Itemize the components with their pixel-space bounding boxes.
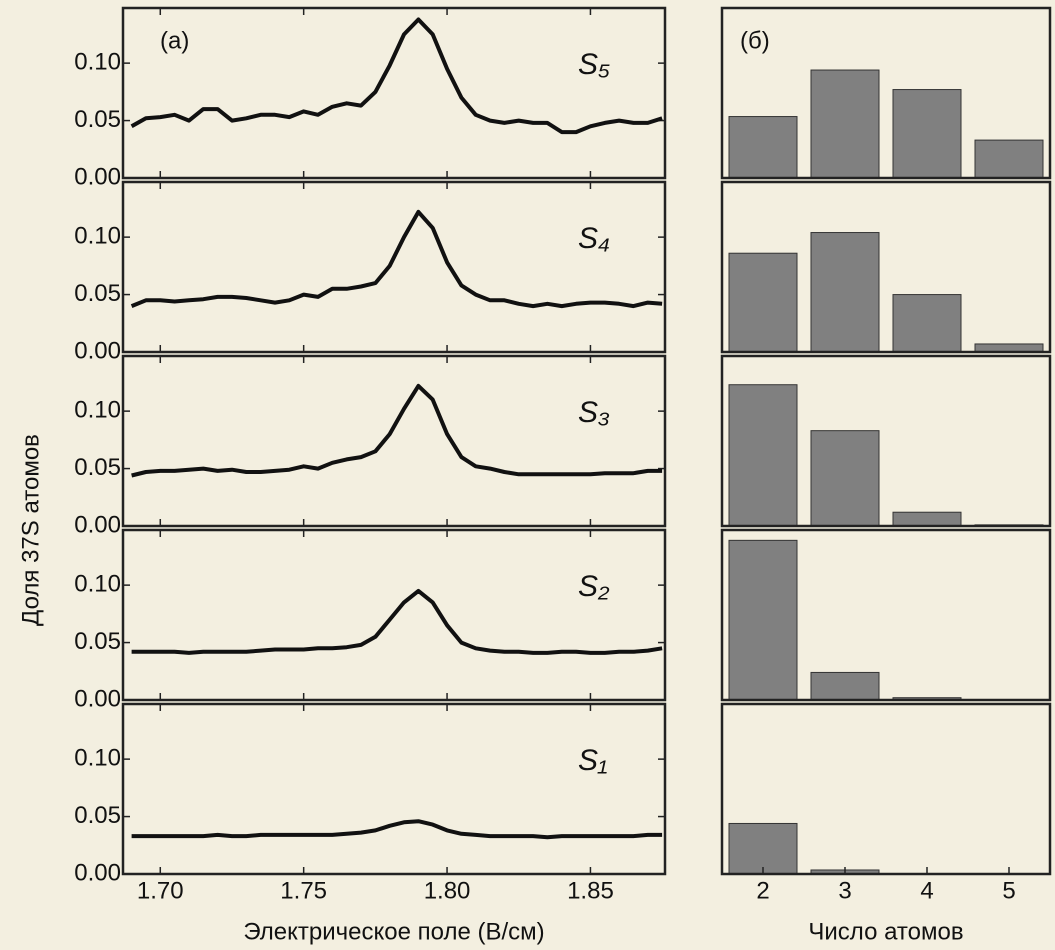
bar [810, 430, 880, 527]
panel-label: S₄ [578, 222, 610, 255]
bar [892, 89, 962, 179]
panel-frame [720, 354, 1052, 528]
x-axis-label: Электрическое поле (В/см) [243, 918, 544, 945]
bar [892, 294, 962, 353]
data-line [131, 819, 663, 840]
bar [728, 252, 798, 353]
bar [728, 384, 798, 527]
panel-frame [121, 702, 667, 876]
panel-annotation: (а) [160, 27, 189, 54]
y-tick-label: 0.10 [74, 744, 121, 771]
x-tick-label: 1.80 [424, 877, 471, 904]
data-line [130, 209, 663, 309]
y-tick-label: 0.00 [74, 337, 121, 364]
panel-frame [720, 528, 1052, 702]
panel-label: S₅ [578, 48, 610, 81]
y-tick-label: 0.00 [74, 511, 121, 538]
y-tick-label: 0.00 [74, 163, 121, 190]
bar [810, 671, 880, 701]
y-tick-label: 0.05 [74, 280, 121, 307]
x-tick-label: 2 [756, 877, 769, 904]
y-tick-label: 0.10 [74, 222, 121, 249]
y-tick-label: 0.05 [74, 454, 121, 481]
y-tick-label: 0.05 [74, 628, 121, 655]
panel-frame [121, 528, 667, 702]
bar [892, 511, 962, 527]
data-line [131, 383, 663, 478]
panel-frame [121, 354, 667, 528]
bar [728, 116, 798, 179]
x-tick-label: 4 [920, 877, 933, 904]
x-tick-label: 5 [1002, 877, 1015, 904]
y-tick-label: 0.05 [74, 106, 121, 133]
data-line [130, 17, 663, 135]
y-tick-label: 0.00 [74, 685, 121, 712]
x-tick-label: 1.85 [567, 877, 614, 904]
x-tick-label: 1.70 [137, 877, 184, 904]
panel-annotation: (б) [740, 27, 770, 54]
panel-label: S₂ [578, 570, 610, 603]
panel-frame [720, 180, 1052, 354]
y-tick-label: 0.10 [74, 396, 121, 423]
panel-label: S₃ [578, 396, 610, 429]
bar [810, 69, 880, 179]
bar [728, 822, 798, 875]
data-line [131, 588, 663, 655]
x-tick-label: 3 [838, 877, 851, 904]
panel-frame [121, 180, 667, 354]
y-tick-label: 0.05 [74, 802, 121, 829]
panel-frame [121, 6, 667, 180]
y-tick-label: 0.10 [74, 48, 121, 75]
y-axis-label: Доля 37S атомов [17, 434, 44, 626]
x-tick-label: 1.75 [280, 877, 327, 904]
panel-frame [720, 6, 1052, 180]
bar [974, 139, 1044, 179]
bar [810, 232, 880, 353]
x-axis-label: Число атомов [808, 918, 963, 945]
bar [728, 539, 798, 701]
y-tick-label: 0.00 [74, 859, 121, 886]
panel-label: S₁ [578, 744, 607, 777]
panel-frame [720, 702, 1052, 876]
y-tick-label: 0.10 [74, 570, 121, 597]
